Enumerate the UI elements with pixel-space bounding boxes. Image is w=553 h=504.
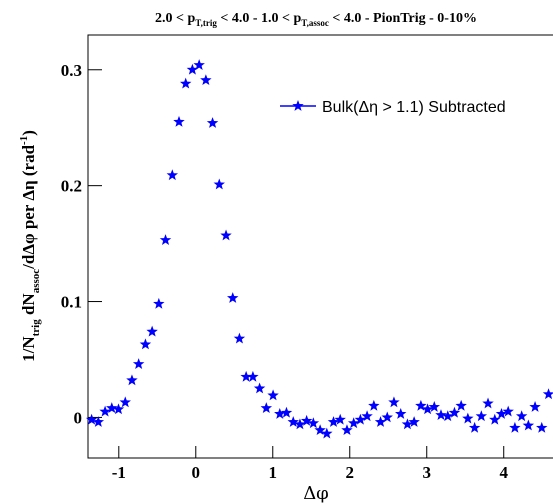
- data-point: [260, 402, 273, 414]
- data-point: [85, 413, 98, 425]
- chart-title: 2.0 < pT,trig < 4.0 - 1.0 < pT,assoc < 4…: [155, 11, 477, 28]
- data-point: [401, 418, 414, 430]
- x-tick-label: 2: [346, 463, 355, 482]
- data-point: [314, 424, 326, 436]
- data-point: [253, 382, 266, 394]
- data-point: [307, 417, 320, 429]
- title-part: 2.0 < p: [155, 11, 195, 26]
- y-label-part: 1/N: [19, 336, 38, 362]
- y-label-part: -1: [18, 136, 30, 145]
- data-point: [206, 117, 219, 128]
- data-point: [395, 407, 407, 419]
- data-point: [99, 405, 111, 417]
- data-point: [495, 407, 508, 419]
- data-point: [455, 399, 467, 411]
- data-point: [327, 416, 340, 427]
- data-point: [354, 413, 367, 425]
- x-tick-label: 0: [192, 463, 201, 482]
- x-tick-label: 4: [499, 463, 508, 482]
- data-point: [179, 77, 192, 89]
- data-point: [233, 332, 246, 344]
- data-point: [153, 297, 165, 309]
- legend-marker: [292, 100, 304, 111]
- data-point: [536, 421, 548, 433]
- x-axis-label: Δφ: [303, 483, 329, 504]
- data-point: [334, 413, 346, 425]
- data-point: [347, 417, 360, 429]
- data-point: [415, 399, 427, 411]
- data-point: [321, 427, 333, 439]
- title-part: T,trig: [195, 18, 217, 28]
- data-point: [468, 421, 481, 433]
- data-point: [200, 74, 212, 86]
- data-point: [529, 401, 541, 412]
- x-tick-label: 3: [422, 463, 431, 482]
- title-part: < 4.0 - 1.0 < p: [217, 11, 302, 26]
- plot-frame: [87, 34, 553, 459]
- y-tick-label: 0.2: [61, 177, 82, 196]
- title-part: T,assoc: [301, 18, 329, 28]
- data-point: [448, 406, 461, 418]
- data-point: [106, 402, 118, 414]
- y-label-part: ): [19, 130, 38, 136]
- data-point: [300, 414, 313, 426]
- data-point: [509, 421, 521, 433]
- data-point: [428, 401, 440, 412]
- data-point: [213, 178, 225, 190]
- data-point: [502, 405, 514, 417]
- data-point: [193, 59, 205, 70]
- y-axis-label: 1/Ntrig dNassoc/dΔφ per Δη (rad-1): [18, 130, 42, 362]
- y-label-part: dN: [19, 293, 38, 320]
- y-tick-label: 0: [74, 408, 83, 427]
- data-point: [515, 410, 528, 422]
- data-point: [368, 399, 380, 411]
- data-point: [166, 169, 179, 181]
- data-point: [186, 63, 199, 75]
- data-point: [462, 412, 474, 424]
- data-point: [388, 396, 400, 408]
- data-point: [112, 403, 125, 415]
- data-point: [159, 234, 172, 245]
- data-point: [522, 419, 535, 431]
- data-point: [361, 410, 373, 422]
- data-point: [442, 410, 454, 422]
- data-point: [139, 338, 152, 350]
- data-point: [475, 410, 488, 422]
- data-point: [274, 407, 286, 419]
- data-point: [173, 115, 185, 127]
- data-point: [247, 370, 259, 382]
- data-point: [220, 229, 232, 241]
- data-point: [126, 374, 138, 386]
- data-point: [146, 325, 158, 337]
- data-point: [267, 389, 279, 401]
- data-point: [280, 406, 293, 418]
- data-point: [240, 370, 252, 382]
- data-point: [92, 416, 105, 427]
- data-point: [408, 416, 420, 427]
- y-label-part: assoc: [30, 269, 42, 294]
- data-point: [132, 358, 145, 369]
- x-tick-label: 1: [269, 463, 278, 482]
- y-label-part: trig: [30, 319, 42, 337]
- data-point: [294, 418, 306, 430]
- data-point: [421, 403, 434, 415]
- y-tick-label: 0.1: [61, 293, 82, 312]
- data-point: [381, 411, 393, 423]
- y-tick-label: 0.3: [61, 61, 82, 80]
- data-point: [119, 396, 131, 408]
- data-point: [287, 416, 299, 427]
- data-point: [227, 292, 239, 303]
- data-point: [482, 397, 494, 409]
- data-point: [341, 424, 353, 436]
- data-point: [542, 388, 553, 400]
- data-point: [374, 416, 387, 427]
- title-part: < 4.0 - PionTrig - 0-10%: [329, 11, 477, 26]
- legend-label: Bulk(Δη > 1.1) Subtracted: [322, 99, 506, 116]
- y-label-part: /dΔφ per Δη (rad: [19, 144, 38, 269]
- data-point: [435, 409, 447, 420]
- x-tick-label: -1: [112, 463, 126, 482]
- data-point: [489, 413, 501, 425]
